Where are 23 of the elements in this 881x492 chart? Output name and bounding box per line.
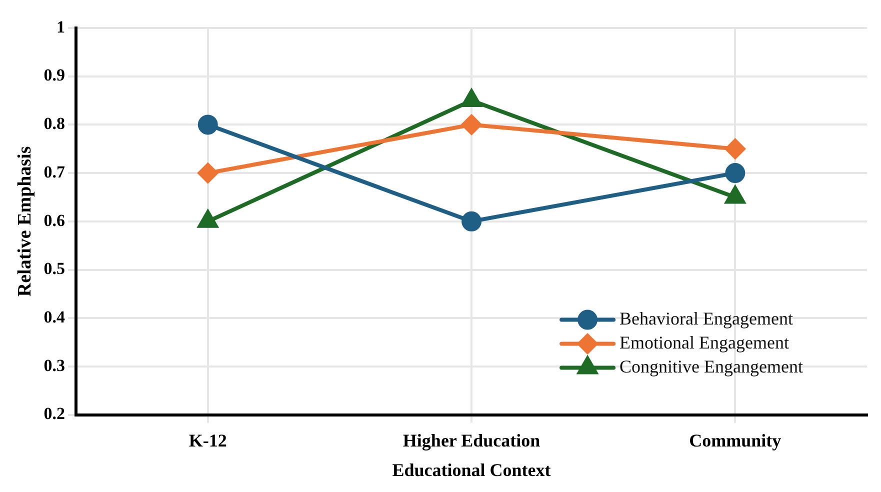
y-tick-label: 0.7 (44, 162, 66, 182)
legend-label: Congnitive Engangement (620, 356, 804, 377)
x-tick-label: Community (689, 430, 782, 450)
y-tick-label: 0.9 (44, 66, 66, 85)
legend-label: Behavioral Engagement (620, 308, 793, 329)
y-tick-label: 0.5 (44, 259, 66, 278)
point (198, 163, 218, 184)
y-tick-label: 0.4 (44, 307, 66, 326)
x-tick-label: K-12 (188, 430, 227, 450)
y-tick-label: 0.6 (44, 210, 66, 230)
y-tick-label: 1 (56, 17, 66, 36)
point (198, 114, 218, 135)
point (462, 114, 482, 135)
y-axis-title: Relative Emphasis (14, 146, 36, 297)
legend-label: Emotional Engagement (620, 332, 789, 353)
y-tick-label: 0.3 (44, 356, 66, 375)
y-tick-label: 0.8 (44, 114, 66, 134)
y-tick-label: 0.2 (44, 404, 66, 424)
point (725, 138, 746, 159)
point (725, 163, 746, 184)
x-tick-label: Higher Education (402, 430, 540, 450)
point (462, 211, 482, 232)
x-axis-title: Educational Context (392, 460, 551, 480)
